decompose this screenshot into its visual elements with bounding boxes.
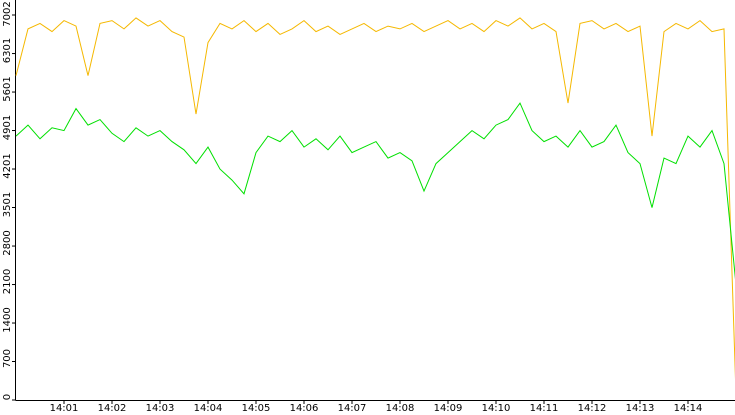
x-tick-label: 14:13 — [626, 403, 655, 414]
x-tick-label: 14:11 — [530, 403, 559, 414]
x-tick-label: 14:02 — [98, 403, 127, 414]
series-line — [15, 102, 735, 280]
x-tick-label: 14:14 — [674, 403, 703, 414]
series-line — [15, 17, 735, 380]
y-tick-label: 4201 — [2, 153, 13, 178]
y-tick-label: 7002 — [2, 1, 13, 26]
y-tick-label: 3501 — [2, 192, 13, 217]
x-tick-label: 14:03 — [146, 403, 175, 414]
y-tick-label: 0 — [2, 394, 13, 400]
x-tick-label: 14:09 — [434, 403, 463, 414]
y-tick-label: 4901 — [2, 115, 13, 140]
x-tick-label: 14:06 — [290, 403, 319, 414]
x-tick-label: 14:10 — [482, 403, 511, 414]
x-tick-label: 14:08 — [386, 403, 415, 414]
x-tick-label: 14:07 — [338, 403, 367, 414]
y-tick-label: 700 — [2, 349, 13, 368]
y-tick-label: 1400 — [2, 307, 13, 332]
y-tick-label: 5601 — [2, 76, 13, 101]
y-tick-label: 2800 — [2, 230, 13, 255]
x-tick-label: 14:05 — [242, 403, 271, 414]
y-tick-label: 2100 — [2, 269, 13, 294]
y-tick-label: 6301 — [2, 38, 13, 63]
x-tick-label: 14:01 — [50, 403, 79, 414]
x-tick-label: 14:12 — [578, 403, 607, 414]
x-tick-label: 14:04 — [194, 403, 223, 414]
